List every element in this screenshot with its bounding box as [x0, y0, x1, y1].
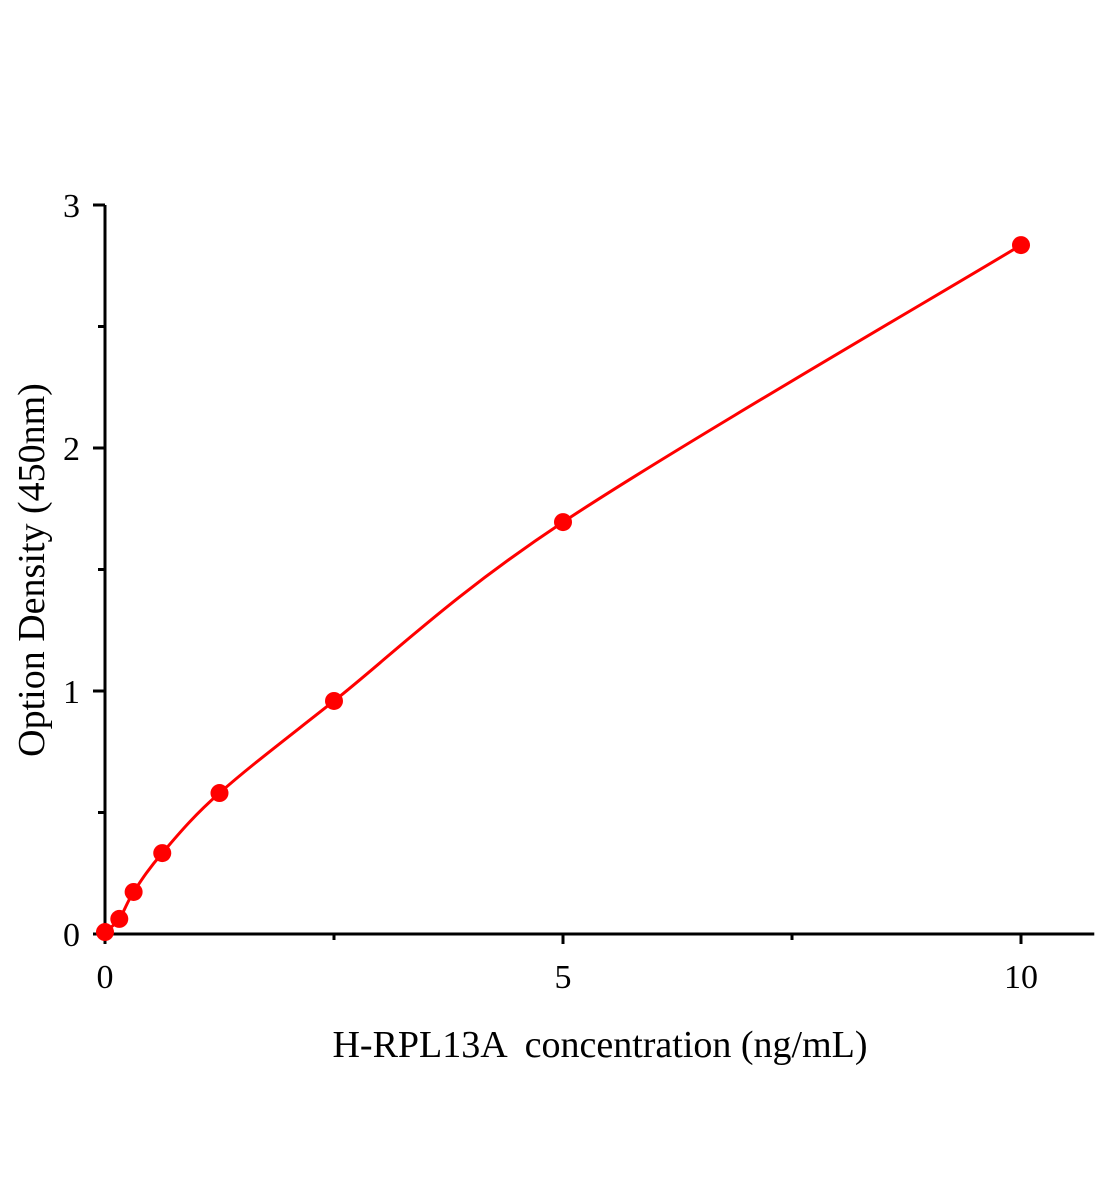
x-tick-label-5: 5: [555, 959, 572, 996]
y-tick-label-3: 3: [63, 188, 80, 225]
data-point-4: [210, 784, 229, 803]
x-tick-label-10: 10: [1004, 959, 1038, 996]
y-tick-label-2: 2: [63, 431, 80, 468]
data-point-2: [124, 882, 143, 901]
data-point-3: [153, 844, 172, 863]
ticks: [93, 203, 1023, 944]
y-tick-label-0: 0: [63, 917, 80, 954]
data-points: [96, 236, 1030, 942]
data-point-7: [1012, 236, 1030, 255]
y-axis-label: Option Density (450nm): [11, 383, 53, 757]
x-tick-label-0: 0: [97, 959, 114, 996]
data-point-1: [110, 909, 129, 928]
axes: [103, 205, 1095, 936]
fit-curve: [103, 243, 1022, 934]
data-point-6: [554, 513, 572, 532]
x-axis-label: H-RPL13A concentration (ng/mL): [332, 1024, 867, 1066]
data-point-0: [96, 923, 114, 942]
y-tick-label-1: 1: [63, 674, 80, 711]
data-point-5: [325, 691, 343, 710]
